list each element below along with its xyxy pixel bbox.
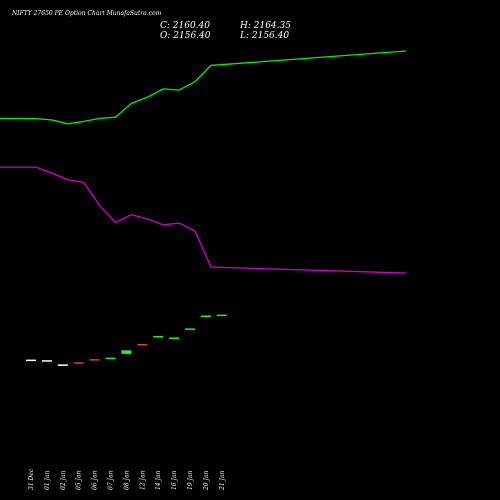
- candle-20-jan: [200, 315, 211, 317]
- x-tick-label: 14 Jan: [155, 470, 162, 490]
- indicator-lines: [0, 50, 407, 274]
- x-tick-label: 16 Jan: [171, 470, 178, 490]
- candle-14-jan: [153, 336, 164, 338]
- candle-01-jan: [41, 360, 52, 362]
- x-tick-label: 20 Jan: [203, 470, 210, 491]
- chart-title: NIFTY 27650 PE Option Chart MunafaSutra.…: [11, 10, 162, 17]
- candle-21-jan: [216, 314, 227, 317]
- x-tick-label: 06 Jan: [92, 470, 99, 490]
- x-tick-label: 19 Jan: [187, 470, 194, 490]
- open-value: O: 2156.40: [160, 31, 211, 41]
- x-tick-label: 31 Dec: [28, 468, 35, 490]
- upper-line: [0, 50, 407, 125]
- candle-06-jan: [89, 359, 100, 361]
- candles: [26, 314, 227, 366]
- x-tick-label: 01 Jan: [44, 470, 51, 490]
- high-value: H: 2164.35: [239, 21, 291, 31]
- x-axis-ticks: 31 Dec 01 Jan 02 Jan 05 Jan 06 Jan 07 Jan 08 J…: [28, 468, 226, 491]
- candle-05-jan: [73, 362, 84, 364]
- lower-line: [0, 166, 407, 274]
- x-tick-label: 08 Jan: [123, 470, 130, 490]
- x-tick-label: 07 Jan: [108, 470, 115, 490]
- low-value: L: 2156.40: [239, 31, 289, 41]
- candle-19-jan: [185, 328, 195, 330]
- candle-02-jan: [57, 364, 68, 366]
- candle-12-jan: [137, 344, 148, 346]
- x-tick-label: 02 Jan: [60, 470, 67, 490]
- candle-07-jan: [105, 357, 116, 360]
- candle-16-jan: [169, 337, 180, 339]
- x-tick-label: 05 Jan: [76, 470, 83, 490]
- candle-08-jan: [121, 350, 132, 354]
- close-value: C: 2160.40: [160, 21, 210, 31]
- x-tick-label: 21 Jan: [219, 470, 226, 491]
- x-tick-label: 12 Jan: [139, 470, 146, 490]
- candle-31-dec: [26, 359, 36, 362]
